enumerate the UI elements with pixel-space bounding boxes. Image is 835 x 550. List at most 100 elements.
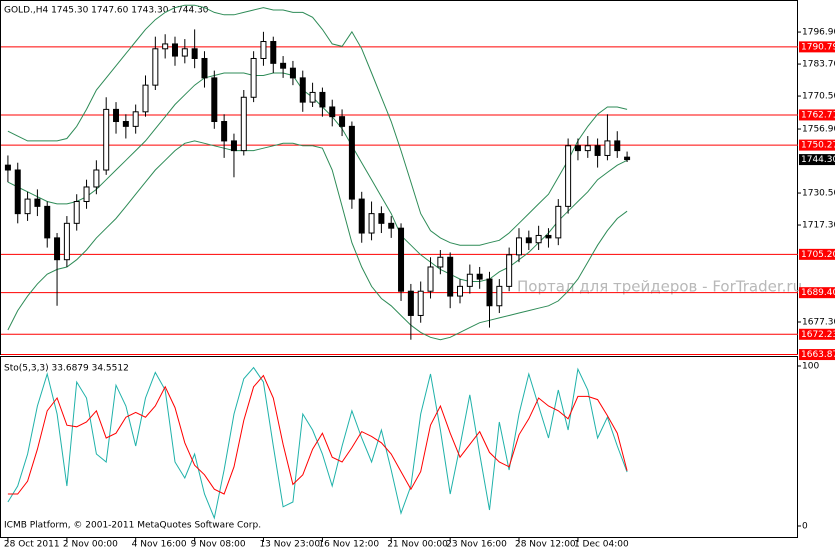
x-tick-label: 13 Nov 23:00 bbox=[259, 540, 320, 550]
candle-body bbox=[54, 237, 61, 261]
candle-body bbox=[604, 140, 611, 156]
candle-body bbox=[260, 41, 267, 59]
candle-body bbox=[466, 273, 473, 287]
candle-body bbox=[14, 169, 21, 215]
candle-body bbox=[221, 121, 228, 142]
candle-body bbox=[93, 169, 100, 188]
candle-body bbox=[250, 57, 257, 98]
candle-body bbox=[506, 254, 513, 287]
level-label: 1762.71 bbox=[801, 110, 835, 120]
candle-body bbox=[309, 91, 316, 103]
candle-body bbox=[132, 111, 139, 127]
candle-body bbox=[339, 116, 346, 127]
band-line bbox=[7, 140, 628, 341]
candle-body bbox=[240, 96, 247, 152]
candle-body bbox=[83, 186, 90, 203]
x-tick-label: 16 Nov 12:00 bbox=[318, 540, 379, 550]
candle-body bbox=[289, 67, 296, 79]
candle-body bbox=[44, 205, 51, 239]
candle-body bbox=[34, 198, 41, 207]
y-tick-label: 1783.70 bbox=[802, 60, 835, 70]
x-tick-label: 21 Nov 00:00 bbox=[387, 540, 448, 550]
level-label-box bbox=[799, 287, 835, 299]
candle-body bbox=[574, 145, 581, 152]
candle-body bbox=[329, 106, 336, 118]
candle-body bbox=[417, 290, 424, 316]
candle-body bbox=[122, 121, 129, 127]
candle-body bbox=[280, 62, 287, 69]
candle-body bbox=[191, 48, 198, 59]
candle-body bbox=[565, 145, 572, 207]
candle-body bbox=[152, 48, 159, 86]
candle-body bbox=[447, 256, 454, 297]
candle-body bbox=[476, 273, 483, 280]
last-price-label: 1744.30 bbox=[801, 155, 835, 165]
candle-body bbox=[624, 156, 631, 161]
stochastic-line bbox=[7, 374, 628, 495]
band-line bbox=[7, 72, 628, 282]
level-label: 1790.79 bbox=[801, 42, 835, 52]
x-tick-label: 28 Nov 12:00 bbox=[515, 540, 576, 550]
candle-body bbox=[348, 125, 355, 200]
candle-body bbox=[525, 237, 532, 244]
stochastic-panel-frame bbox=[0, 356, 798, 538]
y-tick-label: 1677.30 bbox=[802, 318, 835, 328]
level-label: 1705.20 bbox=[801, 250, 835, 260]
candle-body bbox=[388, 222, 395, 229]
candle-body bbox=[486, 278, 493, 307]
level-label-box bbox=[799, 328, 835, 340]
candle-body bbox=[24, 198, 31, 215]
candle-body bbox=[398, 227, 405, 292]
y-tick-label: 0 bbox=[802, 522, 808, 532]
candle-body bbox=[407, 290, 414, 316]
candle-body bbox=[545, 234, 552, 239]
candle-body bbox=[594, 145, 601, 156]
x-tick-label: 1 Dec 04:00 bbox=[574, 540, 629, 550]
level-label: 1689.40 bbox=[801, 288, 835, 298]
candle-body bbox=[73, 201, 80, 224]
candle-body bbox=[427, 266, 434, 292]
candle-body bbox=[378, 213, 385, 224]
candle-body bbox=[614, 140, 621, 152]
band-line bbox=[7, 4, 628, 246]
y-tick-label: 1717.30 bbox=[802, 221, 835, 231]
x-tick-label: 4 Nov 16:00 bbox=[132, 540, 187, 550]
y-tick-label: 1770.50 bbox=[802, 92, 835, 102]
candle-body bbox=[63, 222, 70, 261]
candle-body bbox=[4, 164, 11, 171]
candle-body bbox=[437, 256, 444, 268]
candle-body bbox=[368, 213, 375, 234]
last-price-box bbox=[799, 154, 835, 166]
level-label-box bbox=[799, 41, 835, 53]
candle-body bbox=[319, 91, 326, 108]
indicator-title: Sto(5,3,3) 33.6879 34.5512 bbox=[4, 364, 129, 374]
level-label-box bbox=[799, 248, 835, 260]
candle-body bbox=[211, 77, 218, 123]
candle-body bbox=[142, 84, 149, 113]
level-label-box bbox=[799, 109, 835, 121]
candle-body bbox=[299, 77, 306, 103]
candle-body bbox=[584, 145, 591, 152]
y-tick-label: 1796.90 bbox=[802, 28, 835, 38]
candle-body bbox=[358, 198, 365, 234]
x-tick-label: 28 Oct 2011 bbox=[4, 540, 60, 550]
copyright: ICMB Platform, © 2001-2011 MetaQuotes So… bbox=[4, 521, 261, 531]
chart-title: GOLD.,H4 1745.30 1747.60 1743.30 1744.30 bbox=[4, 6, 209, 16]
candle-body bbox=[181, 48, 188, 57]
y-tick-label: 1756.90 bbox=[802, 125, 835, 135]
x-tick-label: 9 Nov 08:00 bbox=[191, 540, 246, 550]
watermark: Портал для трейдеров - ForTrader.ru bbox=[517, 278, 802, 296]
candle-body bbox=[270, 41, 277, 64]
candle-body bbox=[515, 237, 522, 256]
level-label: 1663.87 bbox=[801, 350, 835, 360]
y-tick-label: 100 bbox=[802, 362, 819, 372]
candle-body bbox=[201, 57, 208, 79]
candle-body bbox=[496, 285, 503, 307]
candle-body bbox=[457, 285, 464, 297]
y-tick-label: 1730.50 bbox=[802, 189, 835, 199]
candle-body bbox=[555, 205, 562, 239]
candle-body bbox=[103, 108, 110, 171]
